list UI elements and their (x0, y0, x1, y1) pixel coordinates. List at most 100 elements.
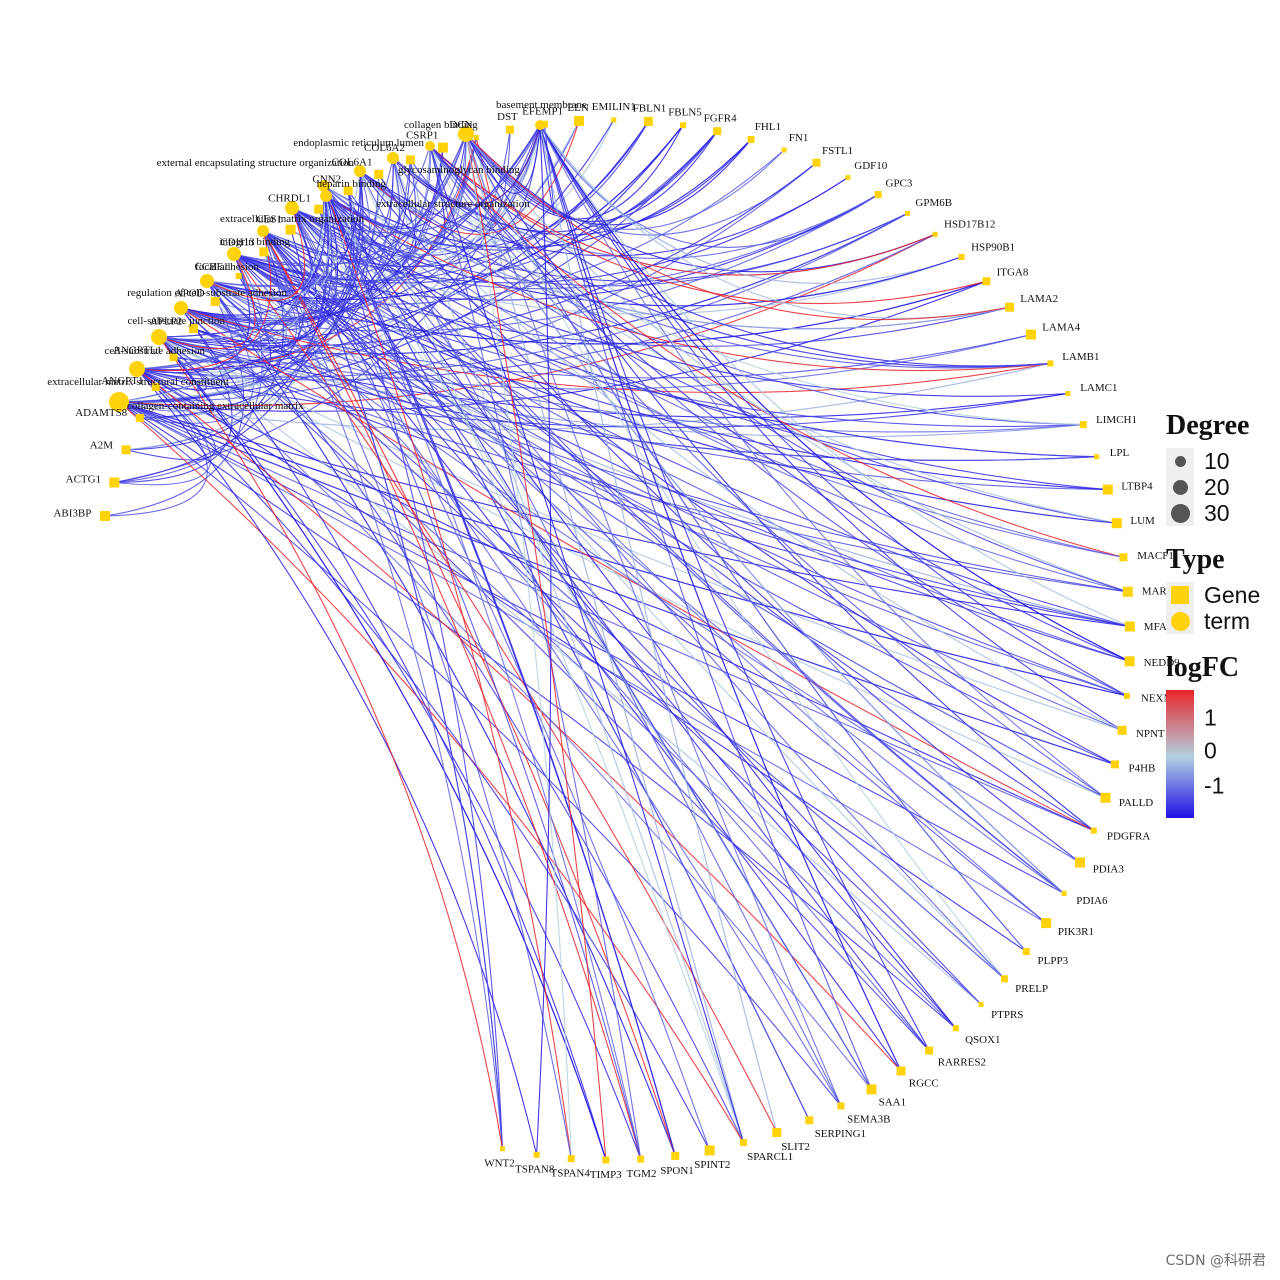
edge (158, 334, 1032, 390)
edge (539, 124, 778, 1133)
edge (118, 124, 684, 403)
edge (114, 253, 263, 484)
edge (262, 230, 1097, 458)
gene-square-icon (1171, 586, 1189, 604)
gene-label: FBLN5 (668, 106, 702, 118)
gene-label: GDF10 (854, 160, 888, 172)
edge (262, 157, 394, 257)
gene-label: FSTL1 (822, 145, 853, 157)
term-node (425, 141, 435, 151)
gene-node (932, 231, 938, 237)
edge (136, 368, 538, 1155)
gene-node (740, 1139, 747, 1147)
gene-node (1041, 918, 1052, 929)
type-legend-row-gene: Gene (1160, 582, 1278, 608)
edge (323, 185, 676, 1157)
gene-node (952, 1025, 959, 1032)
term-node (458, 126, 474, 142)
gene-node (1100, 792, 1111, 803)
edge (291, 207, 503, 1149)
edge (465, 133, 497, 225)
degree-small-label: 10 (1204, 447, 1230, 474)
term-node (200, 274, 214, 288)
gene-label: LTBP4 (1121, 481, 1153, 493)
gene-node (437, 142, 448, 153)
edge (323, 185, 1124, 558)
gene-label: PIK3R1 (1058, 926, 1094, 938)
degree-small-dot-icon (1174, 455, 1186, 467)
gene-node (671, 1151, 680, 1160)
term-node (387, 152, 399, 164)
gene-node (680, 122, 686, 129)
term-label: integrin binding (219, 236, 290, 248)
edge (158, 162, 817, 347)
gene-label: COL6A2 (364, 142, 405, 154)
edge (325, 195, 1051, 372)
edge (465, 133, 1128, 593)
gene-label: SPARCL1 (747, 1151, 793, 1163)
term-circle-icon (1170, 611, 1190, 631)
degree-medium-label: 20 (1204, 473, 1230, 500)
edge (233, 253, 778, 1133)
edge (465, 133, 1005, 980)
logfc-legend-title: logFC (1166, 652, 1240, 683)
edge (136, 368, 1027, 953)
edge (180, 159, 411, 325)
edge (206, 280, 1128, 697)
gene-node (1094, 454, 1100, 460)
gene-node (567, 1155, 575, 1163)
gene-label: SERPING1 (815, 1128, 866, 1140)
gene-label: APLP2 (150, 315, 182, 327)
edge (429, 137, 486, 230)
gene-label: LAMA2 (1020, 293, 1058, 305)
term-label: external encapsulating structure organiz… (157, 157, 355, 169)
gene-node (866, 1084, 877, 1095)
gene-node (611, 117, 617, 123)
edge (291, 207, 1005, 980)
gene-node (405, 155, 415, 165)
gene-label: LIMCH1 (1096, 414, 1137, 426)
edge (536, 124, 552, 1155)
gene-label: CSRP1 (406, 129, 438, 141)
gene-node (602, 1156, 610, 1164)
edge (158, 336, 1128, 593)
edge (465, 133, 1027, 952)
edge (180, 307, 930, 1051)
edge (429, 145, 1128, 697)
edge (323, 185, 642, 1160)
edge (233, 124, 541, 265)
gene-type-label: Gene (1204, 581, 1261, 608)
edge (325, 195, 1065, 894)
gene-node (151, 383, 160, 391)
gene-label: ACTG1 (66, 473, 101, 485)
edge (136, 230, 272, 371)
gene-label: GPC3 (886, 178, 913, 190)
gene-node (506, 125, 514, 134)
gene-label: COL6A1 (332, 157, 373, 169)
term-node (227, 247, 241, 261)
edge (359, 170, 1117, 524)
gene-label: FN1 (789, 132, 809, 144)
edge (206, 170, 361, 293)
edge (429, 145, 1130, 662)
gene-node (812, 158, 821, 167)
edge (359, 170, 842, 1107)
legend: Degree 10 20 30 Type Gene term logFC (1160, 410, 1278, 836)
gene-label: HSD17B12 (944, 218, 995, 230)
edge (180, 307, 1095, 832)
term-node (151, 329, 167, 345)
edge (465, 133, 572, 1159)
edge (539, 124, 873, 1090)
edge (206, 133, 467, 288)
edge (233, 253, 1106, 799)
edge (325, 195, 810, 1121)
edge (136, 145, 431, 370)
edge (118, 401, 1065, 894)
term-node (257, 225, 269, 237)
edge (180, 307, 957, 1029)
gene-node (100, 511, 110, 521)
gene-label: SEMA3B (847, 1114, 890, 1126)
gene-node (978, 1001, 984, 1007)
label-layer: basement membrane collagen binding endopla… (47, 99, 1188, 1181)
degree-large-label: 30 (1204, 499, 1230, 526)
